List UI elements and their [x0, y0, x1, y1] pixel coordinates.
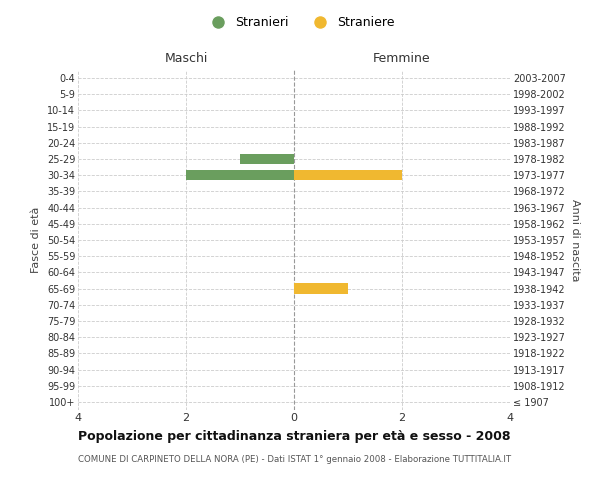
Text: Maschi: Maschi: [164, 52, 208, 65]
Y-axis label: Anni di nascita: Anni di nascita: [569, 198, 580, 281]
Text: Popolazione per cittadinanza straniera per età e sesso - 2008: Popolazione per cittadinanza straniera p…: [78, 430, 511, 443]
Bar: [186, 170, 294, 180]
Bar: [294, 284, 348, 294]
Bar: [294, 170, 402, 180]
Bar: [240, 154, 294, 164]
Y-axis label: Fasce di età: Fasce di età: [31, 207, 41, 273]
Text: Femmine: Femmine: [373, 52, 431, 65]
Legend: Stranieri, Straniere: Stranieri, Straniere: [200, 11, 400, 34]
Text: COMUNE DI CARPINETO DELLA NORA (PE) - Dati ISTAT 1° gennaio 2008 - Elaborazione : COMUNE DI CARPINETO DELLA NORA (PE) - Da…: [78, 455, 511, 464]
